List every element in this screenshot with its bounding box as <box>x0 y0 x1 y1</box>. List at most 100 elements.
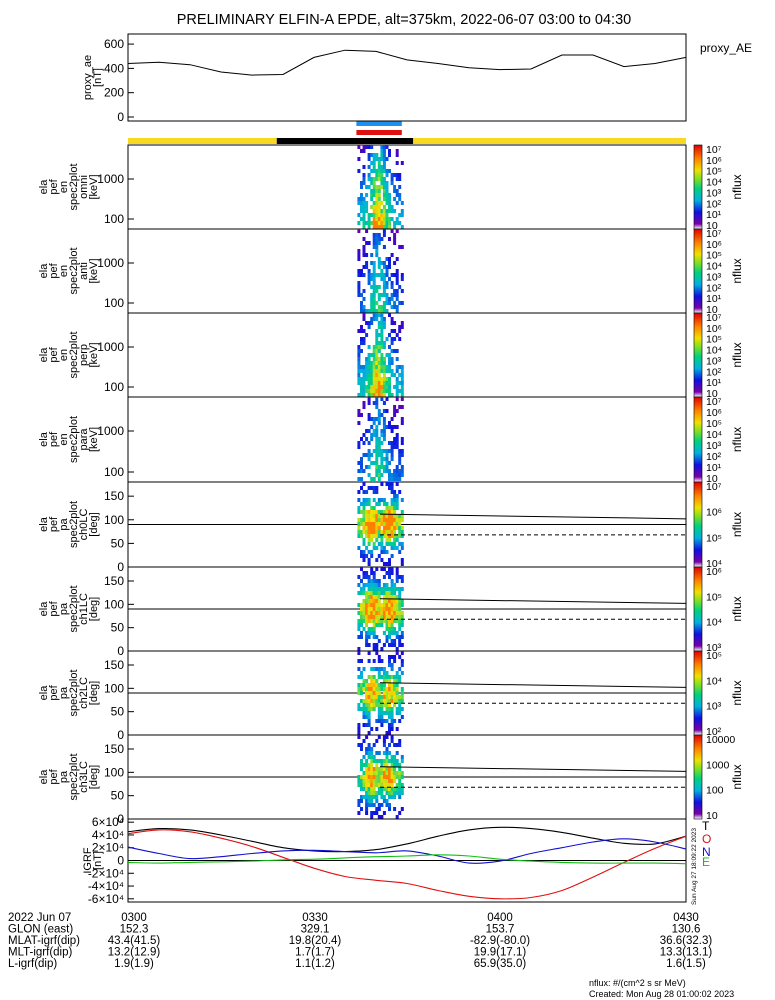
spectrogram-cell <box>360 779 363 783</box>
spectrogram-cell <box>367 417 371 421</box>
spectrogram-cell <box>367 514 371 518</box>
spectrogram-cell <box>375 373 379 377</box>
spectrogram-cell <box>365 783 369 787</box>
spectrogram-cell <box>385 425 389 429</box>
spectrogram-cell <box>375 522 379 526</box>
spectrogram-cell <box>357 647 361 651</box>
footer-row-label: MLAT-igrf(dip) <box>8 935 80 947</box>
spectrogram-cell <box>400 558 404 562</box>
spectrogram-cell <box>388 265 391 269</box>
spectrogram-cell <box>370 675 374 679</box>
spectrogram-cell <box>395 522 399 526</box>
spectrogram-cell <box>400 771 404 775</box>
colorbar-tick-label: 10⁷ <box>706 481 722 493</box>
spectrogram-cell <box>393 791 397 795</box>
spectrogram-cell <box>385 711 389 715</box>
spectrogram-cell <box>382 389 386 393</box>
spectrogram-cell <box>380 313 384 317</box>
spectrogram-cell <box>367 325 371 329</box>
spectrogram-cell <box>390 534 394 538</box>
panel-ylabel-line: spec2plot <box>68 753 80 800</box>
spectrogram-cell <box>357 546 361 550</box>
spectrogram-cell <box>377 161 381 165</box>
spectrogram-cell <box>375 425 379 429</box>
spectrogram-cell <box>367 389 371 393</box>
spectrogram-cell <box>395 385 399 389</box>
spectrogram-cell <box>367 473 371 477</box>
spectrogram-cell <box>395 365 399 369</box>
spectrogram-cell <box>372 461 376 465</box>
panel-frame <box>127 228 687 314</box>
spectrogram-cell <box>370 353 374 357</box>
spectrogram-cell <box>393 542 397 546</box>
spectrogram-cell <box>395 791 399 795</box>
spectrogram-cell <box>377 369 381 373</box>
spectrogram-cell <box>370 522 374 526</box>
spectrogram-cell <box>393 441 397 445</box>
spectrogram-cell <box>372 277 376 281</box>
colorbar-tick-label: 1000 <box>706 759 730 771</box>
spectrogram-cell <box>385 635 389 639</box>
panel-ylabel-line: pef <box>48 600 60 616</box>
spectrogram-cell <box>372 157 376 161</box>
spectrogram-cell <box>357 510 361 514</box>
spectrogram-cell <box>390 779 394 783</box>
spectrogram-cell <box>390 486 394 490</box>
spectrogram-cell <box>390 615 394 619</box>
spectrogram-cell <box>380 514 384 518</box>
spectrogram-cell <box>388 807 391 811</box>
spectrogram-cell <box>393 683 397 687</box>
spectrogram-cell <box>372 687 376 691</box>
spectrogram-cell <box>390 321 394 325</box>
spectrogram-cell <box>388 795 391 799</box>
spectrogram-cell <box>372 775 376 779</box>
spectrogram-cell <box>375 221 379 225</box>
spectrogram-cell <box>380 719 384 723</box>
spectrogram-cell <box>388 791 391 795</box>
spectrogram-cell <box>395 465 399 469</box>
footer-value: 0400 <box>487 912 513 924</box>
colorbar <box>693 566 703 652</box>
y-tick-label: 50 <box>111 789 125 803</box>
spectrogram-cell <box>377 193 381 197</box>
spectrogram-cell <box>385 562 389 566</box>
colorbar-tick-label: 10⁵ <box>706 591 722 603</box>
spectrogram-cell <box>380 169 384 173</box>
spectrogram-cell <box>377 502 381 506</box>
spectrogram-cell <box>365 201 369 205</box>
spectrogram-cell <box>390 723 394 727</box>
spectrogram-cell <box>398 197 402 201</box>
spectrogram-cell <box>377 221 381 225</box>
spectrogram-cell <box>357 409 361 413</box>
spectrogram-cell <box>372 675 376 679</box>
spectrogram-cell <box>398 791 402 795</box>
spectrogram-cell <box>395 409 399 413</box>
spectrogram-cell <box>375 273 379 277</box>
spectrogram-cell <box>390 783 394 787</box>
igrf-series-O <box>127 829 687 900</box>
spectrogram-cell <box>382 567 386 571</box>
spectrogram-cell <box>372 309 376 313</box>
spectrogram-cell <box>395 727 399 731</box>
spectrogram-cell <box>385 209 389 213</box>
spectrogram-cell <box>382 739 386 743</box>
spectrogram-cell <box>398 627 402 631</box>
spectrogram-cell <box>377 389 381 393</box>
spectrogram-cell <box>380 225 384 229</box>
spectrogram-cell <box>400 530 404 534</box>
spectrogram-cell <box>362 498 366 502</box>
spectrogram-cell <box>385 518 389 522</box>
spectrogram-cell <box>390 441 394 445</box>
spectrogram-cell <box>398 611 402 615</box>
spectrogram-cell <box>388 345 391 349</box>
spectrogram-cell <box>357 506 361 510</box>
spectrogram-cell <box>393 659 397 663</box>
spectrogram-cell <box>362 510 366 514</box>
spectrogram-cell <box>380 461 384 465</box>
panel-ylabel-line: pa <box>58 518 70 531</box>
spectrogram-cell <box>372 189 376 193</box>
spectrogram-cell <box>370 297 374 301</box>
spectrogram-cell <box>365 807 369 811</box>
spectrogram-cell <box>382 409 386 413</box>
legend-label: proxy_AE <box>700 41 752 55</box>
